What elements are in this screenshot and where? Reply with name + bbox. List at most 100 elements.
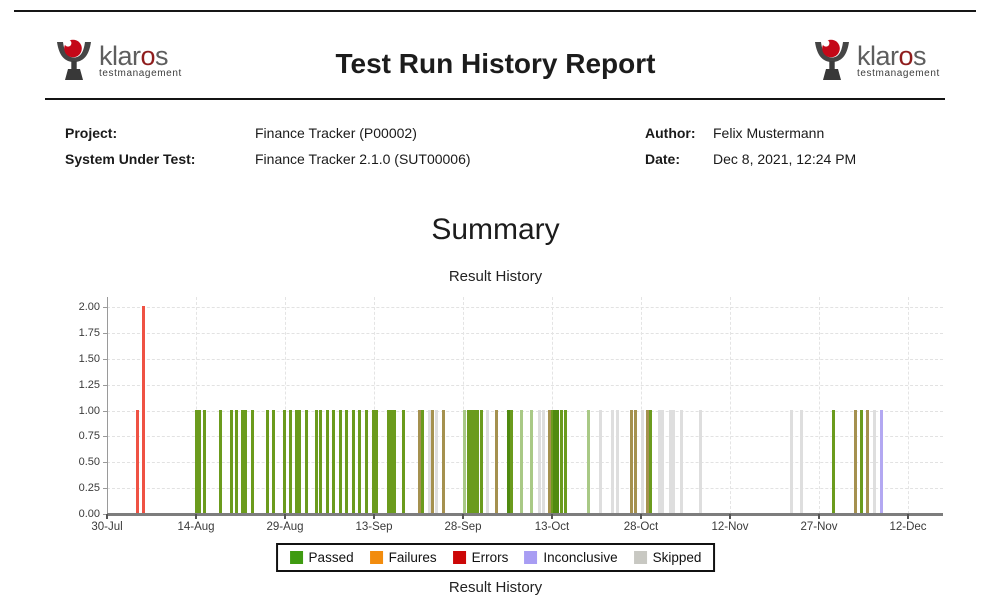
result-bar-passed <box>288 409 292 513</box>
result-bar-passed <box>392 409 396 513</box>
y-axis-label: 1.75 <box>78 326 100 339</box>
y-axis-label: 1.25 <box>78 378 100 391</box>
result-bar-skipped <box>661 409 665 513</box>
legend-label: Errors <box>471 550 509 565</box>
report-info-left: Project: Finance Tracker (P00002) System… <box>65 120 471 172</box>
legend-swatch-icon <box>452 551 466 564</box>
result-bar-passed <box>401 409 405 513</box>
result-bar-passed <box>305 409 309 513</box>
klaros-brand-subtitle: testmanagement <box>857 68 940 79</box>
y-axis-label: 0.25 <box>78 482 100 495</box>
gridline-horizontal <box>107 307 943 308</box>
x-axis-label: 30-Jul <box>91 521 123 533</box>
chart-caption: Result History <box>448 579 543 596</box>
y-axis-label: 1.50 <box>78 352 100 365</box>
gridline-horizontal <box>107 436 943 438</box>
legend-label: Inconclusive <box>543 550 618 565</box>
page-top-rule <box>14 10 976 12</box>
x-axis-label: 12-Dec <box>889 521 927 533</box>
x-axis-tick <box>462 514 464 519</box>
legend-item-errors: Errors <box>452 550 509 565</box>
result-bar-skipped <box>538 409 542 513</box>
gridline-vertical <box>730 297 731 514</box>
y-axis-tick <box>103 307 107 308</box>
gridline-vertical <box>285 297 286 514</box>
gridline-horizontal <box>107 410 943 412</box>
gridline-vertical <box>374 297 375 514</box>
result-bar-passed <box>229 409 233 513</box>
sut-value: Finance Tracker 2.1.0 (SUT00006) <box>255 151 471 167</box>
result-bar-skipped <box>699 409 703 513</box>
result-bar-passed <box>351 409 355 513</box>
klaros-logo-left: klaros testmanagement <box>54 38 182 84</box>
y-axis-line <box>107 297 108 515</box>
date-label: Date: <box>645 151 681 167</box>
result-bar-passed <box>244 409 248 513</box>
y-axis-tick <box>103 358 107 360</box>
result-bar-passed <box>358 409 362 513</box>
x-axis-label: 13-Oct <box>534 521 570 533</box>
klaros-logo-right: klaros testmanagement <box>812 38 940 84</box>
result-bar-mixed <box>630 409 633 513</box>
result-bar-passed <box>472 409 476 513</box>
x-axis-label: 12-Nov <box>711 521 749 533</box>
klaros-brand-name: klaros <box>99 41 169 71</box>
gridline-horizontal <box>107 358 943 360</box>
info-row-author: Author: Felix Mustermann <box>645 120 856 146</box>
result-bar-skipped <box>789 409 793 513</box>
result-bar-passed <box>365 409 369 513</box>
result-bar-mixed <box>633 409 637 513</box>
result-bar-passed <box>294 409 298 513</box>
result-bar-passed-light <box>529 409 533 513</box>
result-bar-passed <box>563 409 567 513</box>
result-bar-error <box>136 409 140 513</box>
gridline-vertical <box>819 297 820 514</box>
legend-item-passed: Passed <box>289 550 354 565</box>
info-row-date: Date: Dec 8, 2021, 12:24 PM <box>645 146 856 172</box>
result-bar-passed <box>266 409 270 513</box>
y-axis-tick <box>103 462 107 464</box>
result-bar-skipped <box>434 409 438 513</box>
result-bar-mixed <box>431 409 435 513</box>
legend-swatch-icon <box>524 551 538 564</box>
result-bar-passed <box>374 409 378 513</box>
result-bar-passed <box>559 409 563 513</box>
project-value: Finance Tracker (P00002) <box>255 125 417 141</box>
result-bar-skipped <box>640 409 644 513</box>
result-bar-skipped <box>873 409 877 513</box>
result-bar-passed-dark <box>553 409 557 513</box>
x-axis-tick <box>551 514 553 519</box>
result-bar-passed <box>272 409 276 513</box>
gridline-vertical <box>641 297 642 514</box>
x-axis-line <box>107 513 943 516</box>
result-bar-skipped <box>541 409 545 513</box>
result-bar-mixed <box>646 409 650 513</box>
x-axis-tick <box>818 514 820 519</box>
klaros-brand-subtitle: testmanagement <box>99 68 182 79</box>
y-axis-tick <box>103 332 107 334</box>
klaros-brand-name: klaros <box>857 41 927 71</box>
author-label: Author: <box>645 125 696 141</box>
result-bar-passed <box>338 409 342 513</box>
y-axis-label: 0.75 <box>78 430 100 443</box>
result-bar-passed-light <box>587 409 591 513</box>
result-bar-passed <box>282 409 286 513</box>
result-bar-passed <box>251 409 255 513</box>
result-bar-passed <box>466 409 470 513</box>
result-bar-error <box>142 306 146 513</box>
result-bar-passed <box>241 409 245 513</box>
y-axis-tick <box>103 410 107 412</box>
y-axis-tick <box>103 514 107 515</box>
result-bar-passed <box>510 409 514 513</box>
summary-heading: Summary <box>431 213 560 246</box>
result-bar-mixed <box>547 409 551 513</box>
result-bar-passed <box>550 409 554 513</box>
result-bar-passed <box>331 409 335 513</box>
result-bar-passed <box>219 409 223 513</box>
header-divider <box>45 98 945 100</box>
y-axis-label: 1.00 <box>78 404 100 417</box>
y-axis-tick <box>103 436 107 438</box>
x-axis-tick <box>195 514 197 519</box>
result-bar-mixed <box>417 409 421 513</box>
